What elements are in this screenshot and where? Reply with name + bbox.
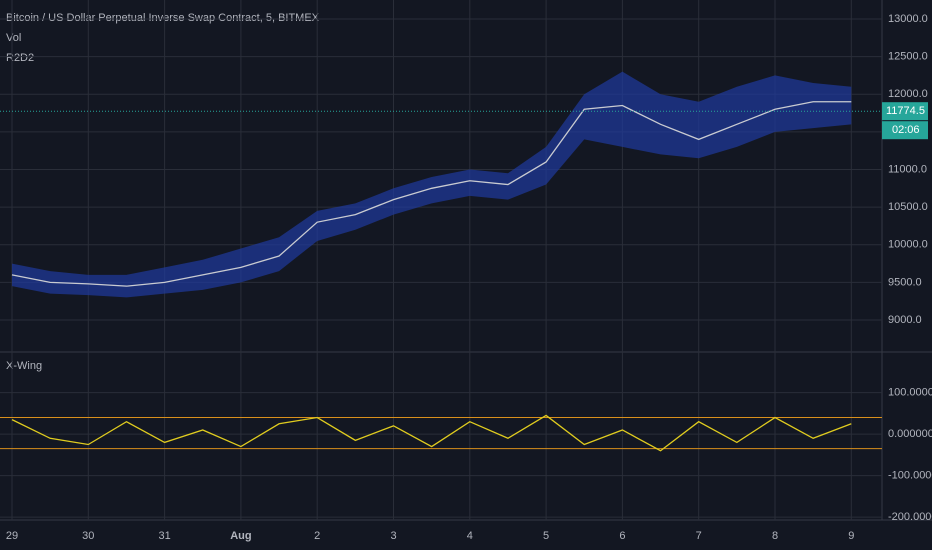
y-tick-label: 9000.0 (888, 314, 922, 326)
x-tick-label: 30 (82, 530, 94, 542)
x-tick-label: 31 (158, 530, 170, 542)
chart-title: Bitcoin / US Dollar Perpetual Inverse Sw… (6, 12, 320, 24)
x-tick-label: 29 (6, 530, 18, 542)
x-tick-label: 6 (619, 530, 625, 542)
pane-title: X-Wing (6, 360, 42, 372)
y-tick-label: 10500.0 (888, 201, 928, 213)
x-tick-label: 7 (696, 530, 702, 542)
series-line (11, 414, 852, 452)
x-tick-label: 8 (772, 530, 778, 542)
series-line (11, 101, 852, 287)
x-tick-label: 5 (543, 530, 549, 542)
y-tick-label: 12500.0 (888, 51, 928, 63)
price-tag-label: 11774.5 (886, 105, 925, 117)
countdown-tag (882, 121, 928, 140)
x-tick-label: 2 (314, 530, 320, 542)
y-tick-label: 10000.0 (888, 239, 928, 251)
y-tick-label: 0.0000000 (888, 428, 932, 440)
x-tick-label: 9 (848, 530, 854, 542)
y-tick-label: 9500.0 (888, 276, 922, 288)
indicator-label: Vol (6, 32, 21, 44)
countdown-label: 02:06 (892, 124, 920, 136)
y-tick-label: -200.0000000 (888, 511, 932, 523)
indicator-label: R2D2 (6, 52, 34, 64)
x-tick-label: 4 (467, 530, 473, 542)
y-tick-label: 12000.0 (888, 88, 928, 100)
x-tick-label: Aug (230, 530, 251, 542)
x-tick-label: 3 (390, 530, 396, 542)
y-tick-label: 13000.0 (888, 13, 928, 25)
y-tick-label: 11000.0 (888, 163, 927, 175)
y-tick-label: 100.0000000 (888, 387, 932, 399)
band-area (12, 71, 852, 298)
y-tick-label: -100.0000000 (888, 470, 932, 482)
price-tag (882, 102, 928, 121)
